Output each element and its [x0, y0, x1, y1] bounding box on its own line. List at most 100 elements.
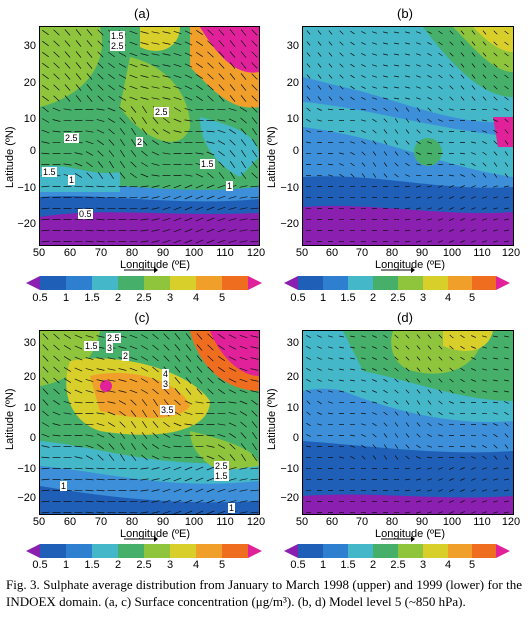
wind-vector [459, 456, 466, 459]
wind-vector [63, 412, 72, 415]
wind-vector [218, 454, 225, 461]
wind-vector [217, 119, 226, 122]
wind-vector [449, 30, 454, 35]
wind-vector [426, 456, 433, 459]
wind-vector [184, 206, 193, 211]
xtick: 80 [125, 247, 139, 259]
ytick: −20 [17, 218, 36, 230]
wind-vector [129, 96, 138, 101]
wind-vector [42, 40, 49, 47]
wind-vector [350, 96, 355, 101]
wind-vector [63, 345, 72, 350]
wind-vector [162, 456, 171, 459]
wind-vector [74, 229, 83, 232]
wind-vector [86, 95, 93, 102]
wind-vector [460, 478, 465, 481]
wind-vector [338, 141, 345, 144]
wind-vector [228, 108, 237, 111]
wind-vector [460, 378, 465, 383]
wind-vector [64, 29, 71, 36]
wind-vector [85, 455, 94, 460]
wind-vector [350, 346, 355, 349]
wind-vector [361, 379, 366, 382]
wind-vector [86, 172, 93, 179]
wind-vector [493, 379, 498, 382]
wind-vector [63, 367, 72, 372]
wind-vector [328, 390, 333, 393]
wind-vector [53, 366, 60, 373]
xtick: 80 [385, 516, 399, 528]
wind-vector [53, 29, 60, 36]
wind-vector [206, 466, 215, 471]
wind-vector [493, 85, 498, 90]
wind-vector [415, 31, 422, 34]
wind-vector [75, 29, 82, 36]
wind-vector [504, 401, 509, 404]
wind-vector [42, 95, 49, 102]
wind-vector [229, 40, 236, 47]
wind-vector [42, 377, 49, 384]
wind-vector [372, 422, 377, 427]
wind-vector [85, 357, 94, 360]
wind-vector [152, 377, 159, 384]
wind-vector [107, 107, 116, 112]
xtick: 90 [415, 247, 429, 259]
wind-vector [481, 478, 488, 481]
wind-vector [328, 41, 333, 46]
colorbar-top-right [284, 276, 510, 290]
wind-vector [207, 355, 214, 362]
wind-vector [438, 423, 443, 426]
wind-vector [460, 467, 465, 470]
wind-vector [74, 334, 83, 339]
wind-vector [96, 390, 105, 393]
wind-vector [493, 218, 498, 221]
wind-vector [361, 75, 366, 78]
wind-vector [86, 62, 93, 69]
wind-vector [229, 62, 236, 69]
contour-label: 1.5 [200, 159, 215, 169]
wind-vector [240, 51, 247, 58]
panel-d-field [303, 331, 513, 514]
wind-vector [383, 389, 388, 394]
wind-vector [305, 218, 312, 221]
panel-d-xlabel: Longitude (ºE) [374, 528, 446, 540]
wind-vector [142, 105, 147, 114]
wind-vector [207, 95, 214, 102]
wind-vector [207, 377, 214, 384]
wind-vector [85, 119, 94, 122]
wind-vector [250, 357, 259, 360]
wind-vector [449, 108, 454, 111]
wind-vector [493, 368, 498, 371]
wind-vector [305, 500, 312, 503]
wind-vector [75, 73, 82, 80]
contour-label: 1 [60, 481, 68, 491]
wind-vector [239, 334, 248, 339]
wind-vector [416, 140, 421, 145]
panel-b-ylabel: Latitude (ºN) [266, 126, 278, 189]
wind-vector [96, 368, 105, 371]
wind-vector [152, 117, 159, 124]
wind-vector [504, 335, 509, 338]
wind-vector [394, 444, 399, 449]
wind-vector [152, 333, 159, 340]
wind-vector [394, 173, 399, 178]
wind-vector [471, 173, 476, 178]
wind-vector [493, 108, 498, 111]
wind-vector [184, 85, 193, 90]
wind-vector [228, 118, 237, 123]
wind-vector [163, 421, 170, 428]
ytick: −20 [17, 492, 36, 504]
wind-vector [427, 389, 432, 394]
wind-vector [42, 106, 49, 113]
wind-vector [85, 489, 94, 492]
wind-vector [339, 357, 344, 360]
wind-vector [129, 334, 138, 339]
wind-vector [427, 31, 432, 34]
wind-vector [372, 455, 377, 460]
wind-vector [119, 410, 126, 417]
wind-vector [107, 118, 116, 123]
wind-vector [196, 74, 203, 79]
wind-vector [63, 356, 72, 361]
wind-vector [129, 41, 138, 46]
wind-vector [460, 96, 465, 101]
